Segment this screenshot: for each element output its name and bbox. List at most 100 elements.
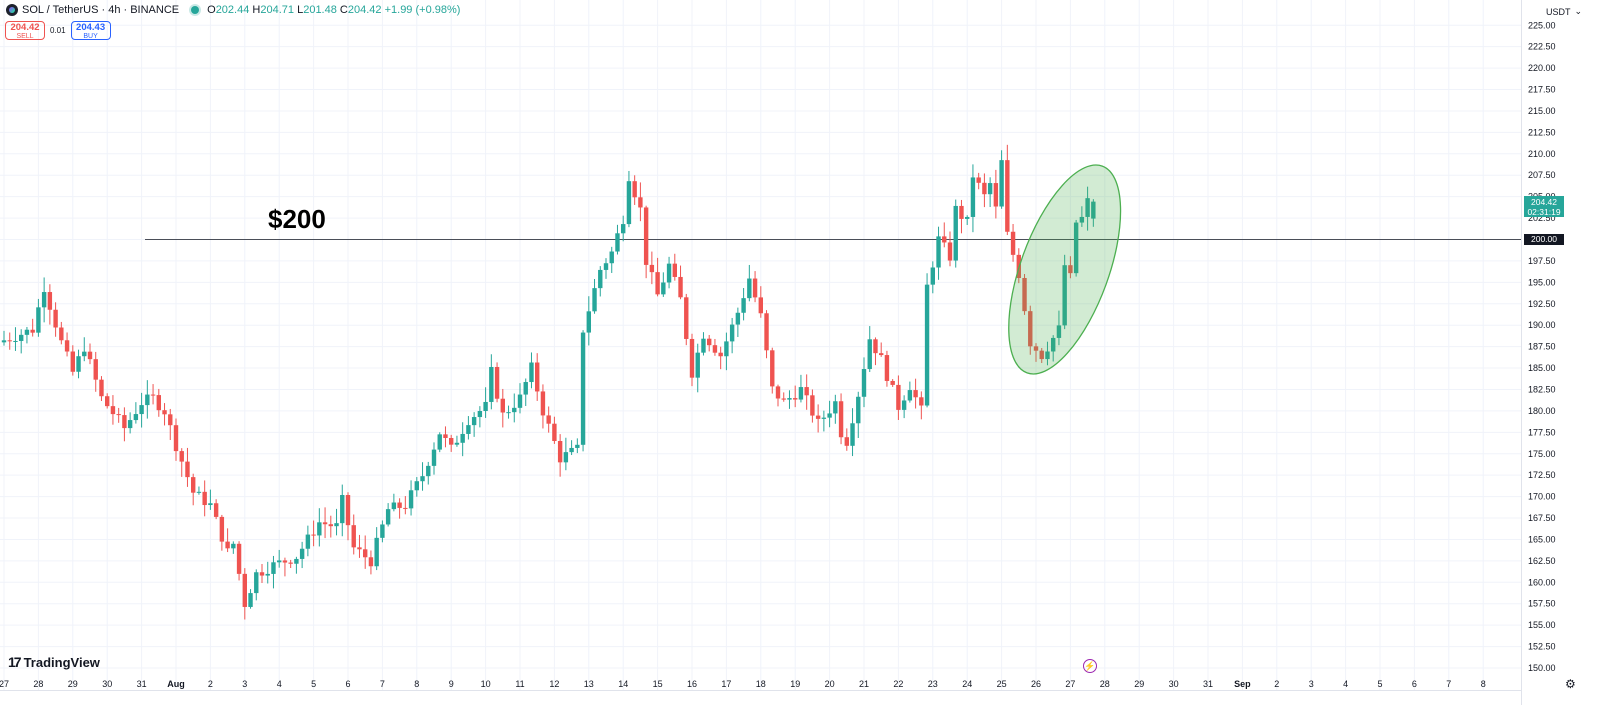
candle-body — [827, 413, 832, 418]
candle-body — [431, 449, 437, 466]
price-annotation-text[interactable]: $200 — [268, 204, 326, 234]
x-tick-label: 8 — [1481, 679, 1486, 689]
candle-body — [942, 236, 947, 243]
candle-body — [535, 362, 540, 392]
candle-body — [231, 543, 236, 549]
candle-body — [678, 276, 683, 298]
candle-body — [1056, 325, 1062, 338]
x-tick-label: 23 — [928, 679, 938, 689]
candle-body — [712, 345, 718, 353]
candle-body — [368, 557, 374, 567]
candle-body — [7, 340, 12, 342]
candle-body — [460, 433, 465, 443]
candle-body — [787, 398, 792, 400]
candle-body — [334, 523, 339, 527]
y-tick-label: 217.50 — [1528, 85, 1556, 95]
candle-body — [1, 340, 7, 343]
x-tick-label: 31 — [137, 679, 147, 689]
candle-body — [93, 359, 98, 380]
ohlc-values: O202.44 H204.71 L201.48 C204.42 +1.99 (+… — [207, 4, 461, 16]
candle-body — [105, 396, 110, 407]
x-tick-label: 27 — [1065, 679, 1075, 689]
candle-body — [999, 160, 1004, 207]
spread-value: 0.01 — [50, 26, 66, 35]
candle-body — [661, 282, 666, 295]
candle-body — [569, 447, 574, 453]
candle-body — [168, 414, 173, 426]
market-open-indicator-icon — [191, 6, 200, 14]
candle-body — [884, 355, 890, 381]
tradingview-mark-icon: 17 — [8, 654, 22, 670]
candle-body — [305, 534, 311, 549]
candle-body — [844, 437, 849, 446]
candle-body — [965, 216, 970, 219]
x-tick-label: 14 — [618, 679, 628, 689]
candle-body — [1062, 265, 1067, 326]
candle-body — [666, 263, 672, 283]
candle-body — [219, 516, 225, 542]
candle-body — [552, 423, 557, 442]
candle-body — [202, 491, 207, 506]
candle-body — [408, 490, 414, 509]
candle-body — [919, 397, 924, 406]
tradingview-logo[interactable]: 17 TradingView — [8, 654, 100, 670]
x-tick-label: Aug — [167, 679, 185, 689]
candle-body — [580, 332, 586, 445]
candle-body — [1033, 346, 1039, 351]
candle-body — [259, 572, 265, 576]
candle-body — [208, 503, 213, 506]
y-tick-label: 160.00 — [1528, 577, 1556, 587]
y-tick-label: 220.00 — [1528, 63, 1556, 73]
candle-body — [242, 573, 247, 607]
candle-body — [311, 534, 316, 536]
x-tick-label: 5 — [311, 679, 316, 689]
currency-selector[interactable]: USDT ⌄ — [1545, 6, 1582, 17]
x-tick-label: 29 — [1134, 679, 1144, 689]
x-tick-label: 9 — [449, 679, 454, 689]
symbol-title[interactable]: SOL / TetherUS · 4h · BINANCE — [22, 4, 180, 16]
buy-button[interactable]: 204.43 BUY — [70, 21, 111, 40]
candle-body — [173, 425, 179, 452]
x-tick-label: 5 — [1377, 679, 1382, 689]
candle-body — [626, 181, 632, 225]
y-tick-label: 222.50 — [1528, 42, 1556, 52]
candle-body — [563, 452, 569, 463]
x-tick-label: 2 — [1274, 679, 1279, 689]
candle-body — [930, 267, 935, 285]
candle-body — [99, 379, 104, 397]
candle-body — [861, 369, 867, 397]
gear-icon[interactable]: ⚙ — [1565, 677, 1576, 691]
y-tick-label: 150.00 — [1528, 663, 1556, 673]
x-tick-label: 28 — [33, 679, 43, 689]
x-tick-label: 15 — [653, 679, 663, 689]
y-tick-label: 155.00 — [1528, 620, 1556, 630]
candle-body — [64, 340, 70, 352]
candle-body — [110, 406, 116, 415]
candle-body — [523, 382, 528, 395]
candle-body — [850, 423, 855, 446]
solana-logo-icon — [6, 4, 18, 16]
candle-body — [821, 417, 827, 419]
candle-body — [976, 177, 981, 183]
candle-body — [953, 205, 958, 261]
x-tick-label: 21 — [859, 679, 869, 689]
candle-body — [729, 324, 735, 342]
candle-body — [924, 284, 930, 406]
candle-body — [122, 415, 127, 429]
candle-body — [41, 292, 47, 308]
candle-body — [340, 495, 345, 524]
x-tick-label: 22 — [893, 679, 903, 689]
candle-body — [391, 502, 397, 510]
candle-body — [87, 351, 93, 360]
lightning-icon[interactable]: ⚡ — [1083, 659, 1097, 673]
candle-body — [517, 394, 523, 408]
candle-body — [987, 183, 993, 195]
candle-body — [76, 356, 81, 372]
candle-body — [133, 414, 139, 421]
candle-body — [1085, 198, 1090, 217]
x-tick-label: 11 — [515, 679, 524, 689]
sell-button[interactable]: 204.42 SELL — [5, 21, 45, 40]
candle-body — [403, 507, 408, 509]
y-tick-label: 172.50 — [1528, 470, 1556, 480]
